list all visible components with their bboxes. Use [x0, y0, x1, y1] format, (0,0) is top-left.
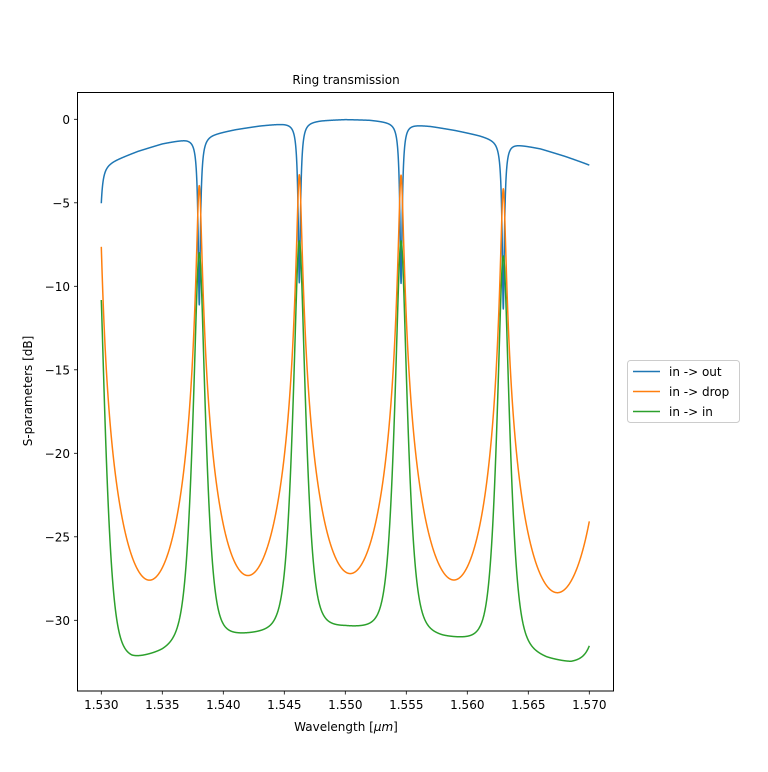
legend-label: in -> out: [669, 365, 722, 379]
legend-box: [627, 360, 740, 423]
y-tick-label: −15: [45, 363, 70, 377]
x-tick-label: 1.535: [145, 698, 179, 712]
x-tick-label: 1.555: [389, 698, 423, 712]
x-axis-label: Wavelength [μm]: [294, 720, 398, 734]
y-tick-label: −20: [45, 447, 70, 461]
x-tick-label: 1.560: [450, 698, 484, 712]
legend: in -> out in -> drop in -> in: [627, 360, 740, 423]
x-tick-label: 1.570: [572, 698, 606, 712]
x-tick-label: 1.550: [328, 698, 362, 712]
x-axis-label-prefix: Wavelength [: [294, 720, 374, 734]
y-tick-label: −5: [52, 196, 70, 210]
x-tick-label: 1.540: [206, 698, 240, 712]
y-tick-label: −30: [45, 614, 70, 628]
x-tick-label: 1.565: [511, 698, 545, 712]
y-tick-label: −10: [45, 280, 70, 294]
series-line-in-drop: [100, 173, 591, 594]
series-line-in-out: [100, 118, 590, 310]
x-tick-label: 1.545: [267, 698, 301, 712]
y-tick-label: −25: [45, 530, 70, 544]
legend-label: in -> in: [669, 405, 713, 419]
x-axis-label-unit: μm: [373, 720, 393, 734]
plot-frame: [77, 92, 614, 692]
y-tick-label: 0: [62, 113, 70, 127]
x-tick-label: 1.530: [84, 698, 118, 712]
series-line-in-in: [100, 240, 590, 663]
y-axis-label: S-parameters [dB]: [21, 336, 35, 447]
chart-title: Ring transmission: [292, 73, 399, 87]
legend-label: in -> drop: [669, 385, 729, 399]
x-axis-label-suffix: ]: [393, 720, 398, 734]
